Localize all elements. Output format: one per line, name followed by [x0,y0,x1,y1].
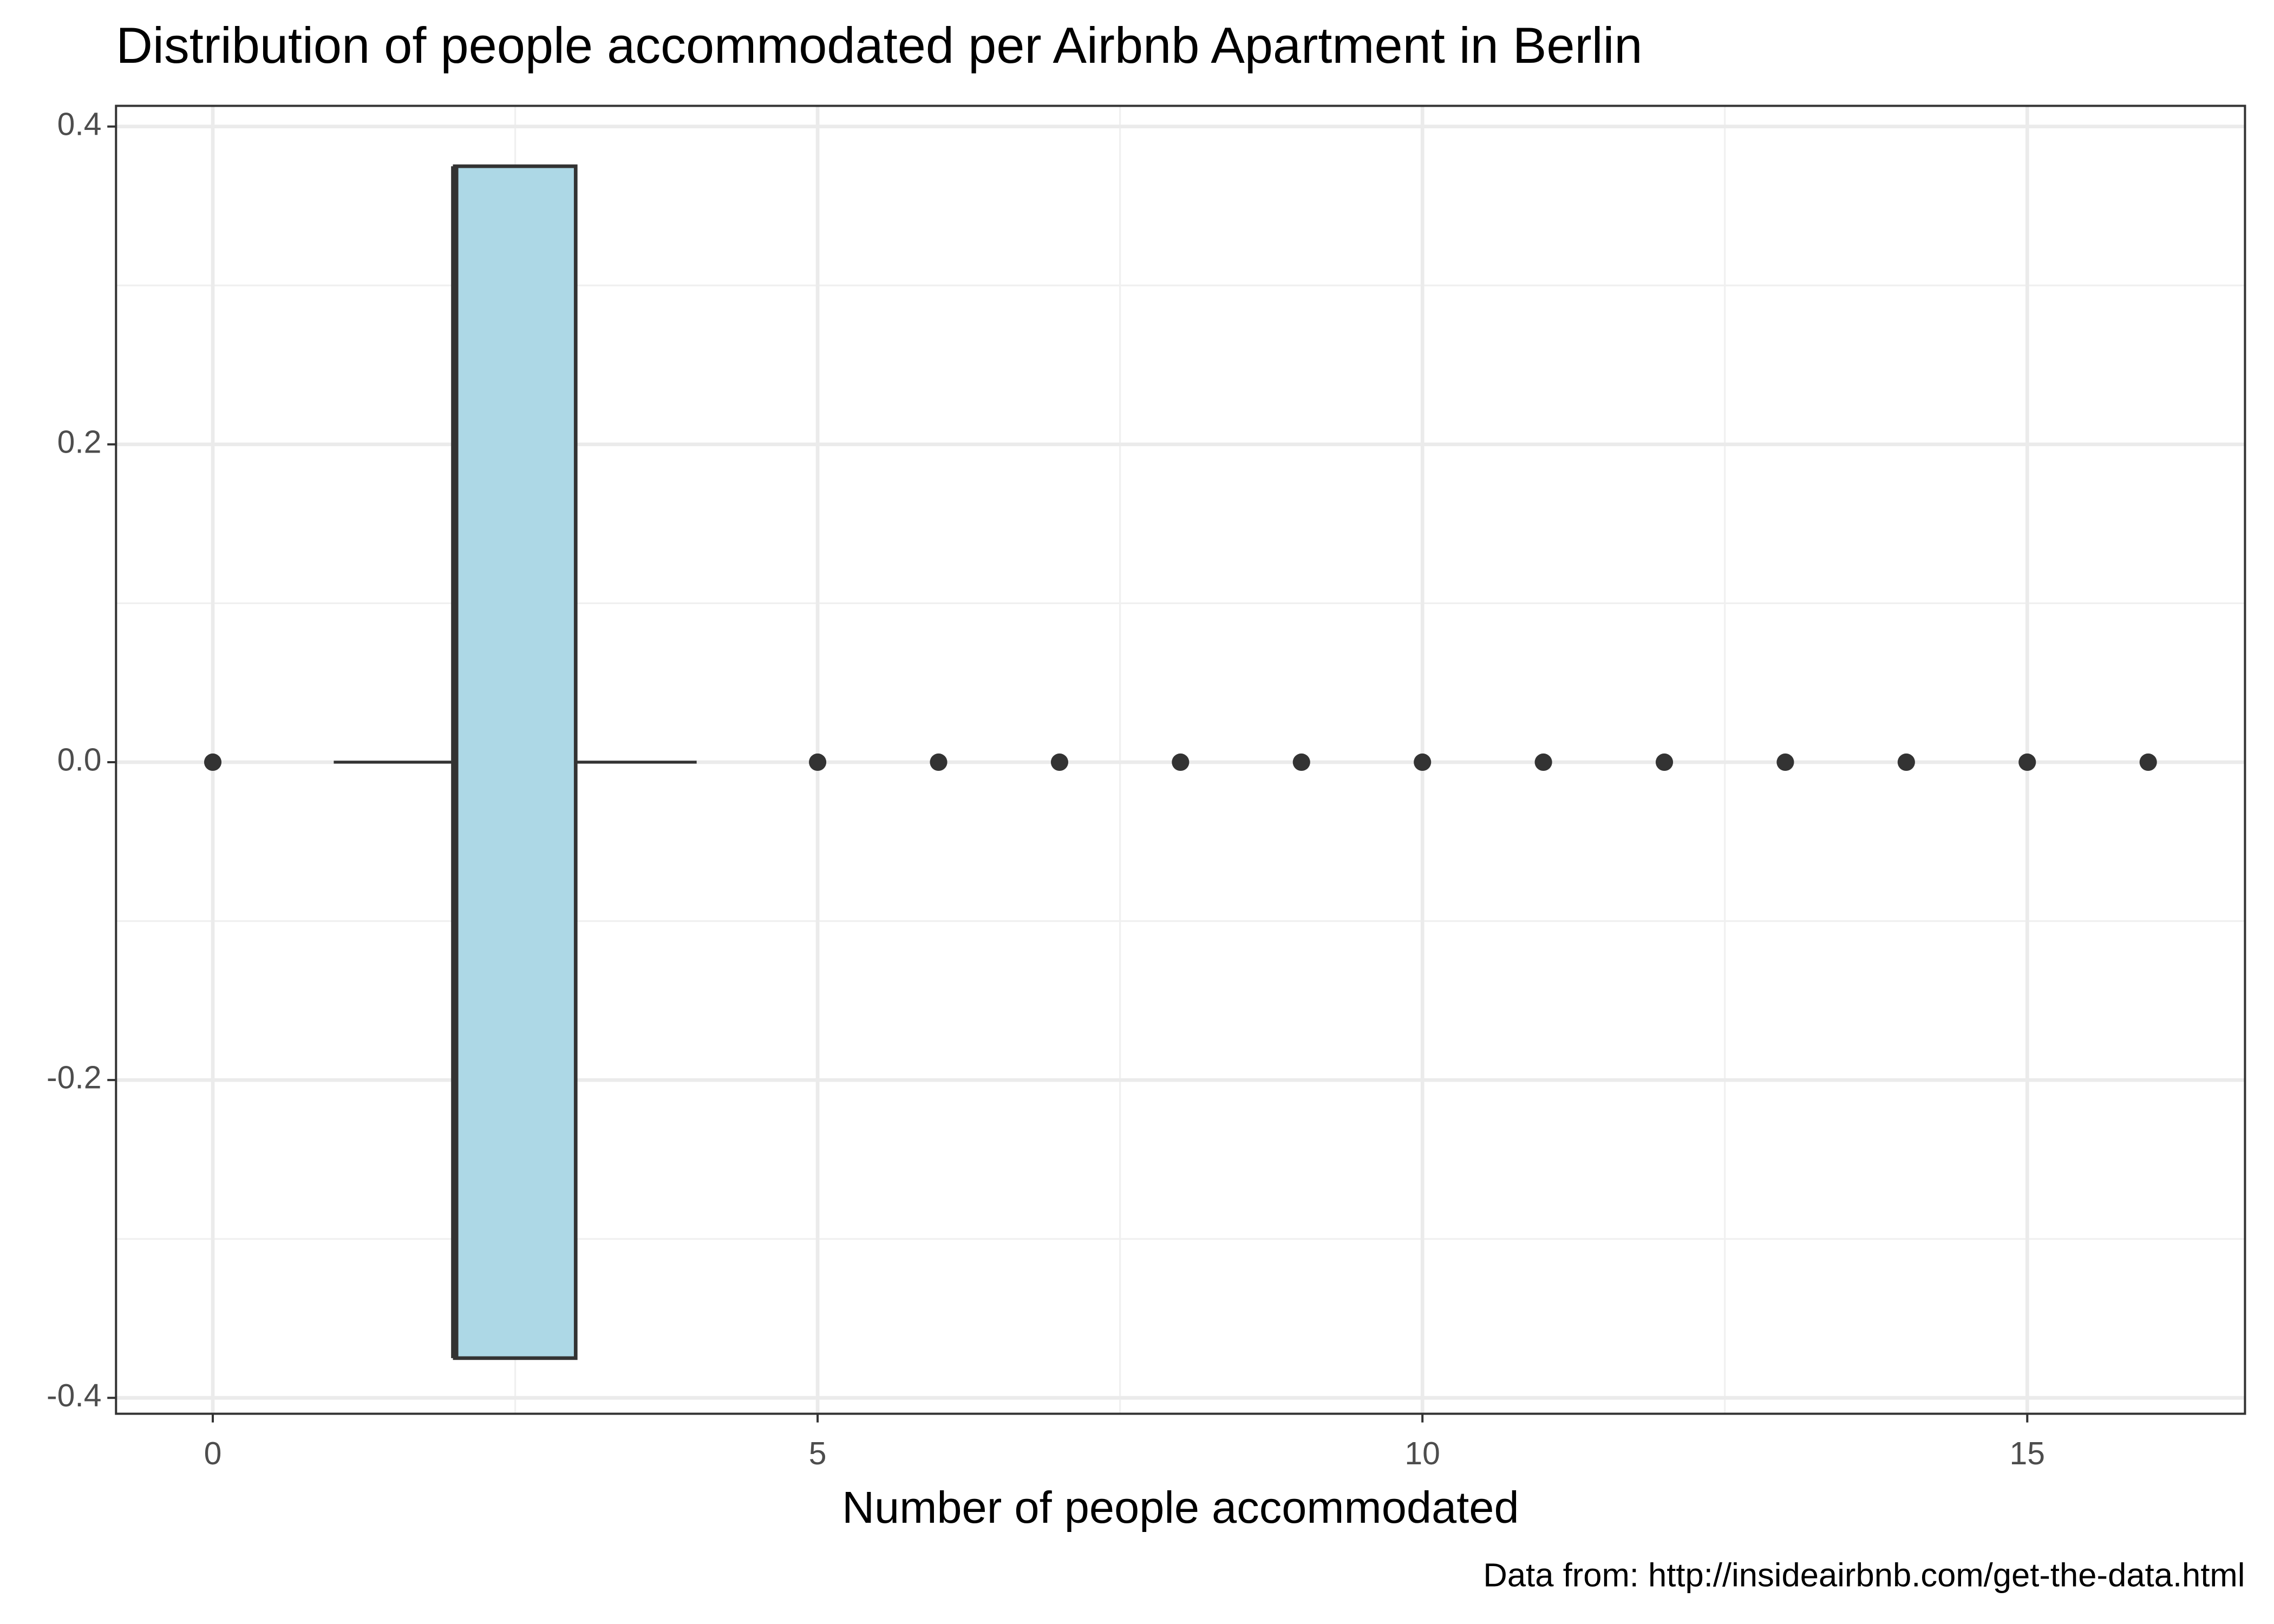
panel-border [115,104,2246,1415]
outlier [1897,753,1915,771]
chart-title: Distribution of people accommodated per … [116,17,1642,74]
outlier [1655,753,1674,771]
outlier [204,753,222,771]
box [453,164,578,1360]
outlier [1414,753,1432,771]
y-tick-label: 0.4 [57,107,102,142]
outlier [930,753,948,771]
outlier [1172,753,1190,771]
y-tick-label: 0.2 [57,424,102,460]
y-tick-label: 0.0 [57,743,102,778]
caption: Data from: http://insideairbnb.com/get-t… [1483,1557,2245,1594]
x-tick-label: 10 [1404,1436,1440,1471]
outlier [809,753,827,771]
y-tick-label: -0.2 [47,1060,102,1096]
y-tick-label: -0.4 [47,1378,102,1413]
x-tick-label: 15 [2010,1436,2046,1471]
x-axis-label: Number of people accommodated [842,1482,1519,1533]
x-tick-label: 5 [809,1436,827,1471]
outlier [1776,753,1794,771]
outlier [1534,753,1552,771]
x-tick-label: 0 [204,1436,222,1471]
outlier [2018,753,2036,771]
outlier [1050,753,1069,771]
outlier [1292,753,1310,771]
outlier [2139,753,2157,771]
